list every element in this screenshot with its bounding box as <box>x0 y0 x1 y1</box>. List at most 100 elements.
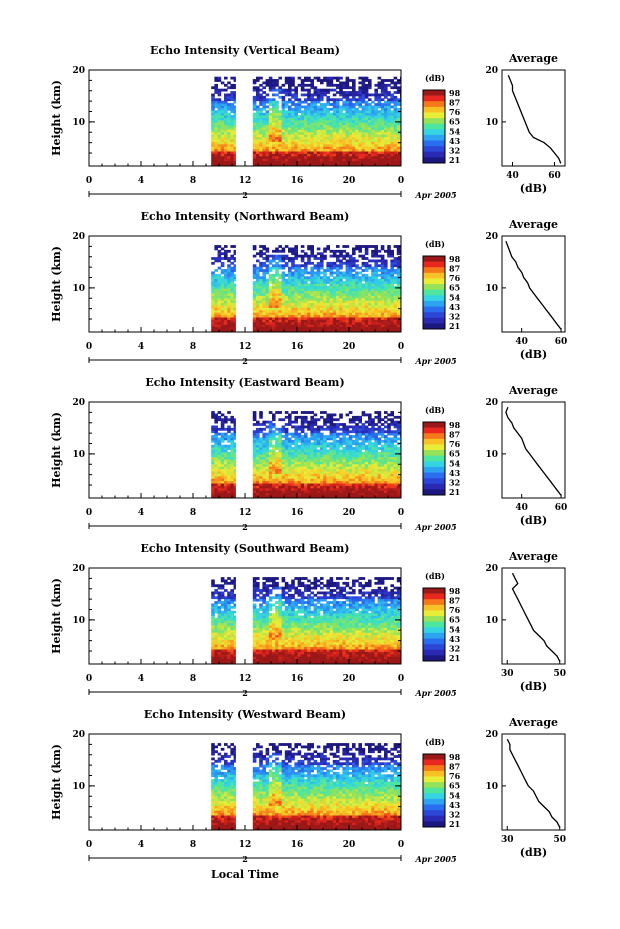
heatmap-cell <box>307 329 311 332</box>
heatmap-cell <box>268 309 273 313</box>
heatmap-cell <box>361 136 366 140</box>
heatmap-cell <box>291 324 295 328</box>
heatmap-cell <box>348 490 353 494</box>
heatmap-cell <box>230 136 234 140</box>
heatmap-cell <box>211 437 215 441</box>
heatmap-cell <box>355 297 359 301</box>
heatmap-cell <box>387 319 391 323</box>
heatmap-cell <box>352 475 356 479</box>
heatmap-cell <box>384 105 388 109</box>
heatmap-cell <box>307 423 311 426</box>
heatmap-cell <box>313 413 318 417</box>
heatmap-cell <box>278 146 282 150</box>
heatmap-cell <box>368 309 372 313</box>
heatmap-cell <box>214 307 218 311</box>
heatmap-cell <box>310 261 314 265</box>
heatmap-cell <box>304 321 308 325</box>
heatmap-cell <box>294 485 298 489</box>
heatmap-cell <box>364 146 369 150</box>
heatmap-cell <box>230 160 234 164</box>
heatmap-cell <box>211 276 215 280</box>
heatmap-cell <box>358 163 362 166</box>
heatmap-cell <box>224 107 228 111</box>
x-tick-label: 0 <box>86 342 92 352</box>
heatmap-cell <box>358 276 362 280</box>
heatmap-cell <box>230 471 234 474</box>
heatmap-cell <box>332 293 337 296</box>
heatmap-cell <box>332 473 337 477</box>
heatmap-cell <box>259 139 263 142</box>
heatmap-cell <box>326 309 330 313</box>
colorbar-swatch <box>423 289 445 296</box>
heatmap-cell <box>217 427 222 431</box>
heatmap-cell <box>329 437 334 441</box>
heatmap-cell <box>310 411 314 414</box>
heatmap-cell <box>262 245 266 248</box>
heatmap-cell <box>310 252 314 256</box>
heatmap-cell <box>259 95 263 99</box>
heatmap-cell <box>284 278 289 282</box>
heatmap-cell <box>323 115 327 118</box>
heatmap-cell <box>291 449 295 453</box>
heatmap-cell <box>355 103 359 106</box>
heatmap-cell <box>272 326 276 330</box>
heatmap-cell <box>265 81 270 85</box>
heatmap-cell <box>371 314 375 318</box>
heatmap-cell <box>358 127 362 130</box>
heatmap-cell <box>393 259 398 263</box>
heatmap-cell <box>374 300 378 304</box>
heatmap-cell <box>310 139 314 142</box>
heatmap-cell <box>284 427 289 431</box>
heatmap-cell <box>300 487 305 491</box>
heatmap-cell <box>348 110 353 114</box>
heatmap-cell <box>275 269 279 272</box>
heatmap-cell <box>316 122 321 126</box>
heatmap-cell <box>252 454 257 458</box>
heatmap-cell <box>252 139 257 142</box>
heatmap-cell <box>288 141 292 145</box>
heatmap-cell <box>275 461 279 465</box>
heatmap-cell <box>390 293 394 296</box>
heatmap-cell <box>297 314 302 318</box>
heatmap-cell <box>284 471 289 474</box>
heatmap-cell <box>329 435 334 438</box>
heatmap-cell <box>220 468 225 472</box>
heatmap-cell <box>345 297 350 301</box>
heatmap-cell <box>281 163 286 166</box>
heatmap-cell <box>233 110 236 114</box>
heatmap-cell <box>233 285 236 289</box>
heatmap-cell <box>326 473 330 477</box>
heatmap-cell <box>252 492 257 496</box>
heatmap-cell <box>288 107 292 111</box>
heatmap-cell <box>297 317 302 320</box>
heatmap-cell <box>288 91 292 94</box>
heatmap-cell <box>361 305 366 308</box>
heatmap-cell <box>361 254 366 258</box>
heatmap-cell <box>256 98 260 102</box>
heatmap-cell <box>265 495 270 498</box>
heatmap-cell <box>313 160 318 164</box>
heatmap-cell <box>358 76 362 80</box>
heatmap-cell <box>211 155 215 159</box>
heatmap-cell <box>390 117 394 121</box>
heatmap-cell <box>364 307 369 311</box>
heatmap-cell <box>278 112 282 116</box>
heatmap-cell <box>384 307 388 311</box>
heatmap-cell <box>310 483 314 486</box>
heatmap-cell <box>390 269 394 272</box>
heatmap-cell <box>364 112 369 116</box>
heatmap-cell <box>217 285 222 289</box>
heatmap-cell <box>265 247 270 251</box>
heatmap-cell <box>332 495 337 498</box>
heatmap-cell <box>396 247 401 251</box>
heatmap-cell <box>316 461 321 465</box>
heatmap-cell <box>313 103 318 106</box>
heatmap-cell <box>307 119 311 123</box>
heatmap-cell <box>313 329 318 332</box>
colorbar-swatch <box>423 129 445 136</box>
heatmap-cell <box>384 153 388 157</box>
heatmap-cell <box>217 471 222 474</box>
heatmap-cell <box>320 257 324 260</box>
heatmap-cell <box>329 451 334 455</box>
heatmap-cell <box>272 134 276 138</box>
